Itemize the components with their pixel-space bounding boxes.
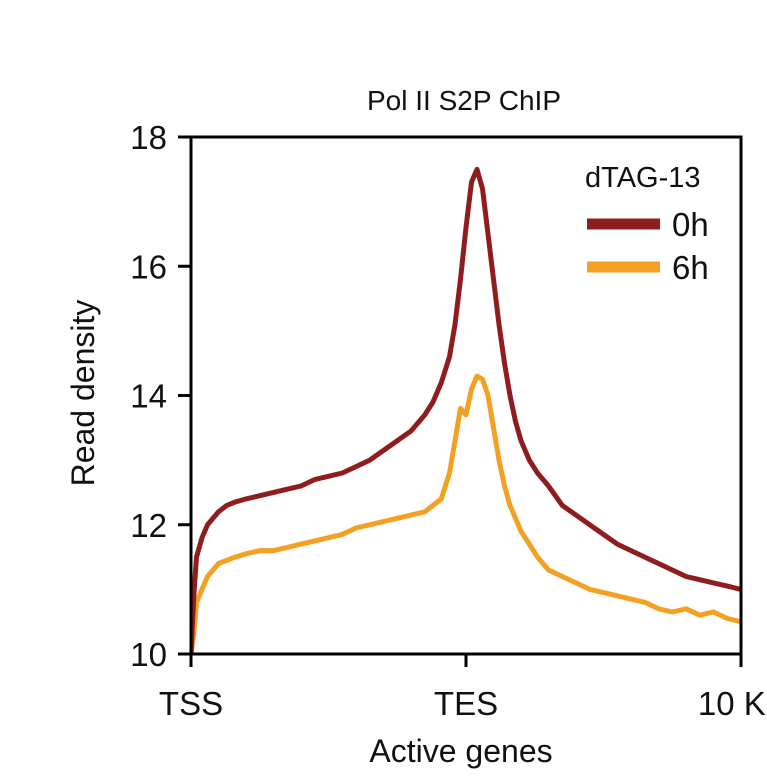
legend-title: dTAG-13	[585, 162, 701, 194]
y-tick-label-10: 10	[130, 636, 167, 673]
series-line-0h	[191, 166, 741, 654]
series-line-6h	[191, 373, 741, 654]
legend-label-0h: 0h	[672, 206, 709, 243]
x-axis: TSS TES 10 Kb	[159, 654, 767, 722]
legend: dTAG-13 0h 6h	[585, 162, 709, 286]
y-axis-title: Read density	[65, 300, 101, 487]
legend-label-6h: 6h	[672, 249, 709, 286]
y-axis: 10 12 14 16 18	[130, 119, 191, 673]
plot-area	[189, 135, 743, 656]
y-tick-label-12: 12	[130, 507, 167, 544]
y-tick-label-18: 18	[130, 119, 167, 156]
x-tick-label-2: 10 Kb	[698, 685, 767, 722]
series-layer	[191, 166, 741, 654]
y-tick-label-14: 14	[130, 378, 167, 415]
x-axis-title: Active genes	[369, 733, 552, 769]
x-tick-label-0: TSS	[159, 685, 223, 722]
x-tick-label-1: TES	[434, 685, 498, 722]
chart-title: Pol II S2P ChIP	[367, 85, 561, 116]
y-tick-label-16: 16	[130, 248, 167, 285]
